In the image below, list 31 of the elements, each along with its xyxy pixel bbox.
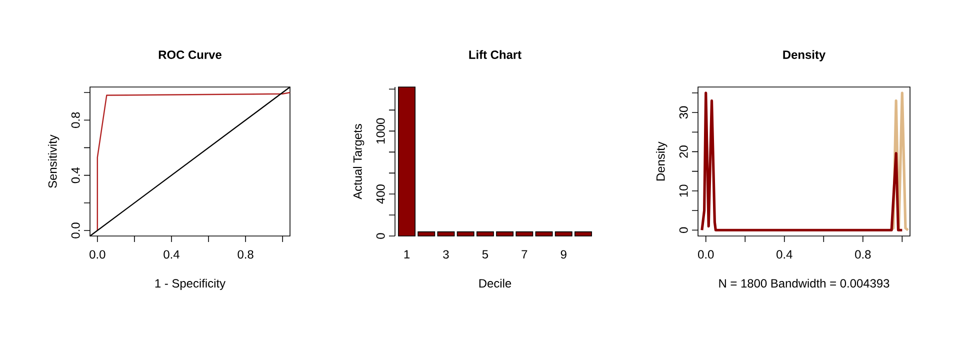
y-tick-label: 0 [376,233,385,239]
x-tick-label: 0.8 [238,250,254,259]
y-tick-label: 30 [679,106,688,119]
y-tick-label: 0.0 [71,222,80,238]
y-tick-label: 0 [679,227,688,233]
x-tick-label: 5 [482,250,488,259]
x-tick-label: 0.4 [164,250,180,259]
x-axis-title: 1 - Specificity [155,278,226,290]
y-tick-label: 10 [679,184,688,197]
x-axis-title: N = 1800 Bandwidth = 0.004393 [719,278,890,288]
y-tick-label: 400 [376,184,385,204]
chart-title: Density [783,50,826,62]
x-tick-label: 0.4 [776,250,792,259]
x-axis-title: Decile [479,278,512,288]
x-tick-label: 1 [404,250,410,258]
y-axis-title: Sensitivity [48,134,60,188]
y-axis-title: Actual Targets [353,124,364,200]
x-tick-label: 3 [443,250,449,259]
y-tick-label: 1000 [376,118,385,144]
line-series [700,92,904,232]
x-tick-label: 0.0 [698,250,714,259]
y-axis-title: Density [656,142,668,180]
x-tick-label: 7 [522,250,528,258]
x-tick-label: 0.8 [855,250,871,259]
chart-title: ROC Curve [158,50,222,59]
x-tick-label: 9 [560,250,566,259]
y-tick-label: 0.4 [71,167,80,184]
y-tick-label: 0.8 [71,112,80,128]
x-tick-label: 0.0 [90,250,106,259]
chart-title: Lift Chart [469,50,522,59]
y-tick-label: 20 [679,146,688,158]
